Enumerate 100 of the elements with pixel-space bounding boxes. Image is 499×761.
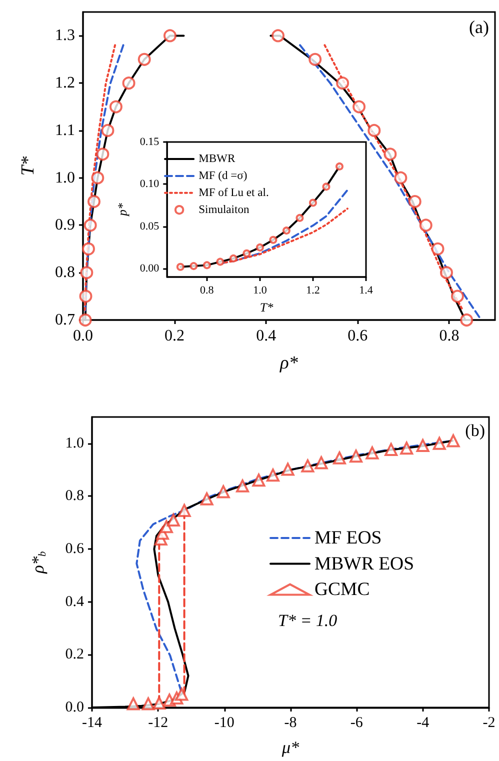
point: [269, 236, 278, 244]
point: [82, 242, 95, 256]
y-tick-label: 0.0: [65, 700, 84, 716]
y-tick-label: 1.0: [55, 169, 75, 186]
y-axis-title: T*: [18, 155, 38, 176]
point: [416, 439, 430, 452]
x-axis-title: ρ*: [278, 352, 299, 373]
point: [335, 162, 344, 170]
point: [368, 124, 381, 137]
y-tick-label: 0.2: [65, 646, 84, 663]
point: [352, 100, 366, 114]
legend-label: MF of Lu et al.: [198, 186, 269, 199]
point: [142, 697, 155, 710]
annotation: (b): [465, 421, 486, 440]
point: [432, 436, 446, 450]
point: [266, 468, 280, 482]
point: [190, 262, 198, 270]
x-tick-label: 0.2: [164, 328, 185, 344]
point: [138, 52, 151, 66]
point: [460, 314, 474, 326]
point: [80, 266, 94, 280]
y-tick-label: 0.7: [55, 312, 75, 328]
legend-label: MBWR: [198, 153, 236, 165]
point: [252, 474, 266, 487]
y-tick-label: 0.9: [55, 216, 75, 234]
point: [322, 182, 330, 191]
y-tick-label: 0.15: [140, 136, 160, 148]
y-tick-label: 0.8: [65, 488, 84, 504]
x-tick-label: -6: [350, 715, 364, 731]
point: [200, 492, 214, 506]
x-tick-label: -10: [214, 715, 234, 731]
point: [394, 171, 408, 184]
y-tick-label: 1.3: [55, 27, 75, 44]
point: [229, 254, 238, 262]
point: [216, 485, 230, 498]
point: [202, 261, 211, 270]
annotation: T* = 1.0: [278, 611, 338, 630]
point: [91, 171, 104, 184]
point: [175, 688, 188, 701]
x-tick-label: 0.4: [256, 328, 276, 344]
x-tick-label: -4: [416, 715, 430, 731]
point: [152, 696, 166, 710]
line-series: [298, 44, 482, 321]
x-tick-label: 1.4: [359, 284, 374, 296]
point: [366, 446, 379, 460]
point: [242, 249, 251, 258]
point: [384, 442, 398, 456]
y-tick-label: 0.00: [140, 262, 160, 275]
y-tick-label: 1.0: [65, 435, 84, 452]
point: [308, 52, 322, 66]
point: [282, 226, 290, 235]
point: [126, 697, 140, 710]
point: [256, 243, 264, 252]
y-axis-title: ρ*b: [28, 551, 48, 574]
x-tick-label: 0.8: [439, 328, 460, 344]
y-tick-label: 0.4: [65, 594, 84, 610]
legend-label: MF (d =σ): [198, 170, 248, 182]
point: [400, 442, 414, 455]
legend-label: GCMC: [314, 579, 370, 600]
point: [272, 29, 285, 42]
x-tick-label: 0.6: [348, 328, 368, 344]
point: [408, 195, 422, 208]
annotation: (a): [469, 17, 490, 37]
point: [332, 451, 346, 464]
point: [216, 258, 224, 266]
legend-label: Simulaiton: [198, 204, 250, 216]
legend-label: MF EOS: [314, 528, 382, 549]
x-axis-title: μ*: [280, 738, 300, 757]
point: [419, 218, 432, 232]
y-tick-label: 1.1: [55, 122, 75, 139]
point: [163, 29, 176, 42]
point: [431, 242, 444, 256]
point: [336, 76, 350, 90]
point: [350, 450, 363, 463]
point: [296, 214, 304, 222]
point: [109, 100, 122, 114]
legend-label: MBWR EOS: [314, 553, 414, 574]
point: [281, 462, 294, 476]
x-tick-label: -14: [82, 715, 102, 731]
point: [178, 504, 191, 517]
x-tick-label: -12: [148, 715, 168, 731]
point: [84, 218, 97, 232]
point: [160, 520, 173, 534]
point: [384, 148, 397, 161]
y-tick-label: 0.8: [55, 264, 75, 282]
point: [88, 195, 100, 208]
point: [96, 148, 110, 161]
x-tick-label: -2: [482, 715, 496, 731]
point: [176, 262, 184, 271]
y-tick-label: 0.05: [140, 220, 160, 232]
x-tick-label: 1.0: [253, 284, 268, 296]
point: [236, 479, 250, 492]
point: [314, 456, 328, 470]
y-axis-title: p*: [116, 202, 130, 217]
point: [79, 290, 92, 303]
y-tick-label: 0.10: [140, 178, 160, 190]
point: [166, 513, 180, 526]
point: [450, 290, 464, 303]
y-tick-label: 0.6: [65, 541, 84, 558]
point: [101, 124, 114, 137]
